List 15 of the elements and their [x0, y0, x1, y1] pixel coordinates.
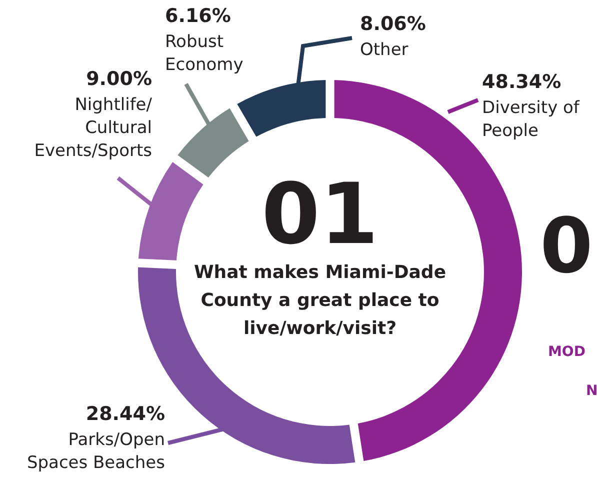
slice-label: Nightlife/Cultural Events/Sports [34, 95, 152, 161]
text: 01 [262, 165, 378, 263]
slice-label: Robust Economy [165, 32, 244, 75]
text: MOD [548, 344, 586, 360]
data-label: 8.06% [360, 13, 426, 35]
text: N [586, 383, 597, 399]
slice-label: Diversity of People [482, 98, 580, 141]
text: 0 [540, 201, 593, 290]
data-label: 28.44% [86, 403, 165, 425]
data-label: 6.16% [165, 5, 231, 27]
text: What makes Miami-Dade County a great place to live/work/visit? [194, 262, 446, 339]
data-label: 9.00% [86, 68, 152, 90]
slice-label: Parks/Open Spaces Beaches [26, 430, 166, 473]
data-label: 48.34% [482, 71, 562, 93]
slice-label: Other [360, 40, 408, 60]
